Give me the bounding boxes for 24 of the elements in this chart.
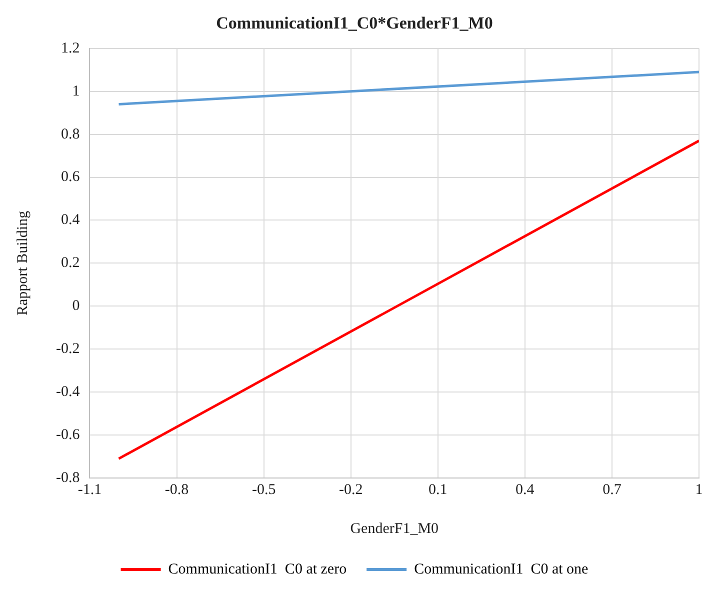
y-axis-title: Rapport Building [14,210,31,316]
y-tick-label: -0.6 [56,426,80,443]
y-tick-label: 0.6 [60,169,80,186]
y-tick-label: -0.4 [56,384,80,400]
x-tick-label: -0.5 [252,482,276,498]
y-tick-label: 0.2 [60,255,80,272]
legend-label: CommunicationI1 C0 at zero [168,561,347,578]
y-tick-label: 0 [72,298,80,314]
legend-label: CommunicationI1 C0 at one [414,561,589,578]
x-tick-label: -1.1 [78,482,102,498]
y-tick-label: -0.8 [56,470,80,486]
y-tick-label: 1.2 [60,40,80,56]
x-tick-label: 0.4 [516,482,535,498]
x-tick-label: 1 [695,482,703,498]
y-tick-label: -0.2 [56,341,80,358]
x-tick-label: -0.2 [338,482,363,498]
x-tick-label: 0.7 [602,482,622,498]
y-tick-label: 1 [72,83,80,100]
y-tick-label: 0.8 [60,126,80,142]
chart-title: CommunicationI1_C0*GenderF1_M0 [216,14,493,33]
y-tick-label: 0.4 [60,212,80,228]
x-axis-title: GenderF1_M0 [350,520,439,537]
x-tick-label: -0.8 [164,482,189,498]
x-tick-label: 0.1 [428,482,448,498]
